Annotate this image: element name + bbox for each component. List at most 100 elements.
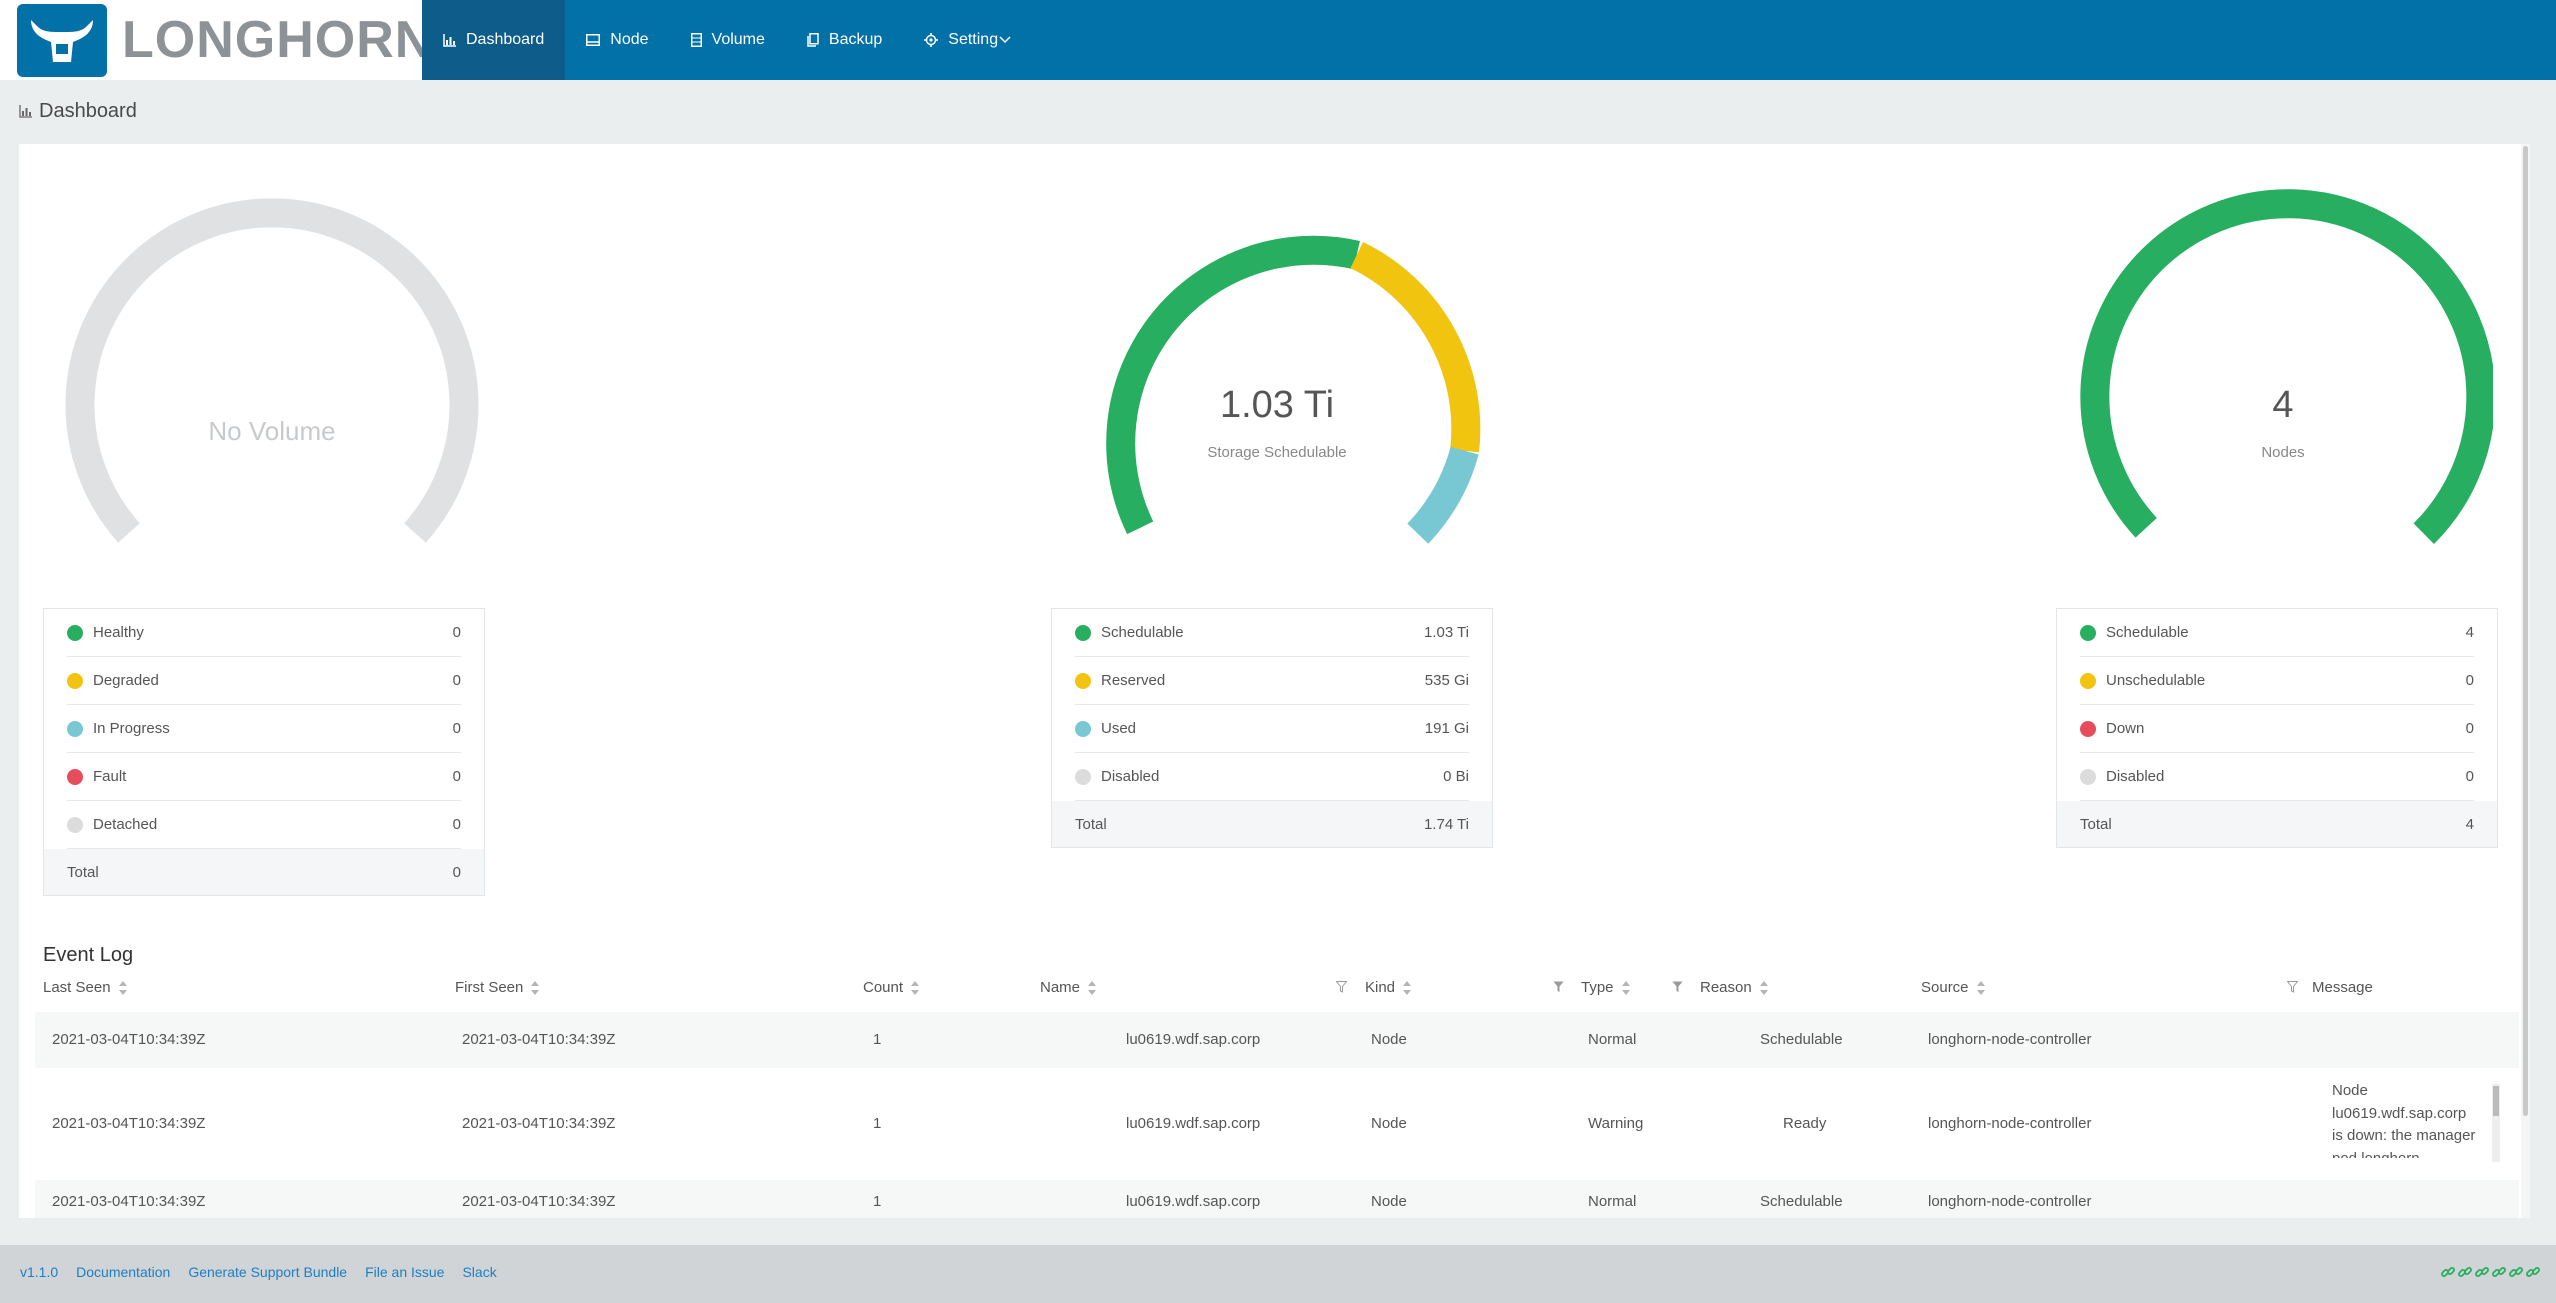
storage-gauge-value: 1.03 Ti	[1219, 384, 1335, 426]
table-row[interactable]: 2021-03-04T10:34:39Z 2021-03-04T10:34:39…	[35, 1068, 2519, 1180]
legend-label: Detached	[93, 816, 158, 833]
legend-row-schedulable[interactable]: Schedulable 1.03 Ti	[1075, 609, 1469, 657]
cell-kind: Node	[1371, 1031, 1407, 1048]
cell-kind: Node	[1371, 1193, 1407, 1210]
nav-backup[interactable]: Backup	[786, 0, 903, 80]
status-dot	[1075, 720, 1091, 737]
breadcrumb: Dashboard	[19, 100, 137, 123]
drive-icon	[586, 34, 601, 46]
volume-icon	[690, 33, 702, 47]
nav-dashboard[interactable]: Dashboard	[422, 0, 566, 80]
nav-node[interactable]: Node	[565, 0, 669, 80]
sort-icon[interactable]	[1403, 980, 1412, 995]
legend-row-degraded[interactable]: Degraded 0	[67, 657, 461, 705]
slack-link[interactable]: Slack	[462, 1264, 497, 1280]
table-row[interactable]: 2021-03-04T10:34:39Z 2021-03-04T10:34:39…	[35, 1012, 2519, 1068]
column-last-seen[interactable]: Last Seen	[43, 979, 128, 996]
sort-icon[interactable]	[911, 980, 920, 995]
legend-row-schedulable[interactable]: Schedulable 4	[2080, 609, 2474, 657]
support-bundle-link[interactable]: Generate Support Bundle	[188, 1264, 348, 1280]
storage-gauge-chart	[1106, 235, 1481, 544]
footer: v1.1.0 Documentation Generate Support Bu…	[0, 1245, 2556, 1303]
legend-value: 0	[2465, 768, 2474, 785]
file-issue-link[interactable]: File an Issue	[365, 1264, 445, 1280]
filter-icon[interactable]	[1672, 981, 1683, 993]
documentation-link[interactable]: Documentation	[76, 1264, 171, 1280]
legend-total: Total 4	[2057, 801, 2497, 847]
legend-value: 1.03 Ti	[1423, 624, 1469, 641]
legend-row-detached[interactable]: Detached 0	[67, 801, 461, 849]
column-type[interactable]: Type	[1581, 979, 1631, 996]
column-name[interactable]: Name	[1040, 979, 1097, 996]
main-nav: Dashboard Node Volume Backup Setting	[422, 0, 1032, 80]
legend-row-down[interactable]: Down 0	[2080, 705, 2474, 753]
column-first-seen[interactable]: First Seen	[455, 979, 540, 996]
storage-gauge: 1.03 Ti Storage Schedulable	[1067, 184, 1487, 564]
status-dot	[67, 768, 83, 785]
legend-row-fault[interactable]: Fault 0	[67, 753, 461, 801]
legend-total-value: 0	[452, 863, 461, 881]
column-label: Last Seen	[43, 979, 111, 996]
sort-icon[interactable]	[1976, 980, 1986, 995]
top-navbar: LONGHORN Dashboard Node Volume Backup Se…	[0, 0, 2556, 80]
volume-gauge: No Volume	[62, 184, 482, 564]
legend-row-reserved[interactable]: Reserved 535 Gi	[1075, 657, 1469, 705]
version-link[interactable]: v1.1.0	[20, 1264, 59, 1280]
cell-name: lu0619.wdf.sap.corp	[1126, 1031, 1261, 1048]
status-dot	[2080, 768, 2096, 785]
column-count[interactable]: Count	[863, 979, 920, 996]
connection-status	[2439, 1264, 2541, 1280]
column-message[interactable]: Message	[2312, 979, 2373, 996]
sort-icon[interactable]	[118, 980, 128, 995]
chart-icon	[19, 105, 32, 118]
cell-message[interactable]: Node lu0619.wdf.sap.corp is down: the ma…	[2332, 1082, 2476, 1158]
legend-label: Down	[2106, 720, 2145, 737]
status-dot	[2080, 624, 2096, 641]
legend-row-unschedulable[interactable]: Unschedulable 0	[2080, 657, 2474, 705]
link-icon	[2441, 1267, 2455, 1277]
legend-label: Healthy	[93, 624, 144, 641]
sort-icon[interactable]	[1621, 980, 1631, 995]
column-label: Type	[1581, 979, 1614, 996]
cell-count: 1	[873, 1031, 882, 1048]
sort-icon[interactable]	[1759, 980, 1769, 995]
brand[interactable]: LONGHORN	[0, 0, 432, 80]
filter-icon[interactable]	[1553, 981, 1564, 993]
column-label: First Seen	[455, 979, 524, 996]
legend-row-in-progress[interactable]: In Progress 0	[67, 705, 461, 753]
page-scrollbar[interactable]	[2521, 144, 2530, 1218]
legend-row-disabled[interactable]: Disabled 0	[2080, 753, 2474, 801]
cell-source: longhorn-node-controller	[1928, 1193, 2092, 1210]
node-gauge-label: Nodes	[2261, 444, 2305, 461]
cell-type: Normal	[1588, 1031, 1637, 1048]
filter-icon[interactable]	[2287, 981, 2298, 993]
link-icon	[2475, 1267, 2489, 1277]
sort-icon[interactable]	[1088, 980, 1097, 995]
column-reason[interactable]: Reason	[1700, 979, 1769, 996]
cell-name: lu0619.wdf.sap.corp	[1126, 1193, 1261, 1210]
page-scrollbar-thumb[interactable]	[2523, 146, 2528, 1116]
legend-total: Total 1.74 Ti	[1052, 801, 1492, 847]
legend-value: 191 Gi	[1424, 720, 1469, 737]
sort-icon[interactable]	[531, 980, 540, 995]
legend-row-used[interactable]: Used 191 Gi	[1075, 705, 1469, 753]
column-source[interactable]: Source	[1921, 979, 1986, 996]
nav-volume[interactable]: Volume	[670, 0, 786, 80]
message-scrollbar[interactable]	[2492, 1084, 2500, 1162]
nav-node-label: Node	[610, 31, 649, 48]
column-kind[interactable]: Kind	[1365, 979, 1412, 996]
legend-row-healthy[interactable]: Healthy 0	[67, 609, 461, 657]
legend-row-disabled[interactable]: Disabled 0 Bi	[1075, 753, 1469, 801]
status-dot	[2080, 672, 2096, 689]
cell-reason: Schedulable	[1760, 1193, 1843, 1210]
cell-first-seen: 2021-03-04T10:34:39Z	[462, 1115, 616, 1132]
storage-legend: Schedulable 1.03 Ti Reserved 535 Gi Used 19…	[1051, 608, 1493, 848]
legend-value: 0	[2465, 672, 2474, 689]
nav-setting[interactable]: Setting	[903, 0, 1032, 80]
link-icon	[2492, 1267, 2506, 1277]
status-dot	[67, 720, 83, 737]
table-row[interactable]: 2021-03-04T10:34:39Z 2021-03-04T10:34:39…	[35, 1180, 2519, 1218]
message-scrollbar-thumb[interactable]	[2493, 1086, 2499, 1116]
filter-icon[interactable]	[1336, 981, 1347, 993]
link-icon	[2509, 1267, 2523, 1277]
